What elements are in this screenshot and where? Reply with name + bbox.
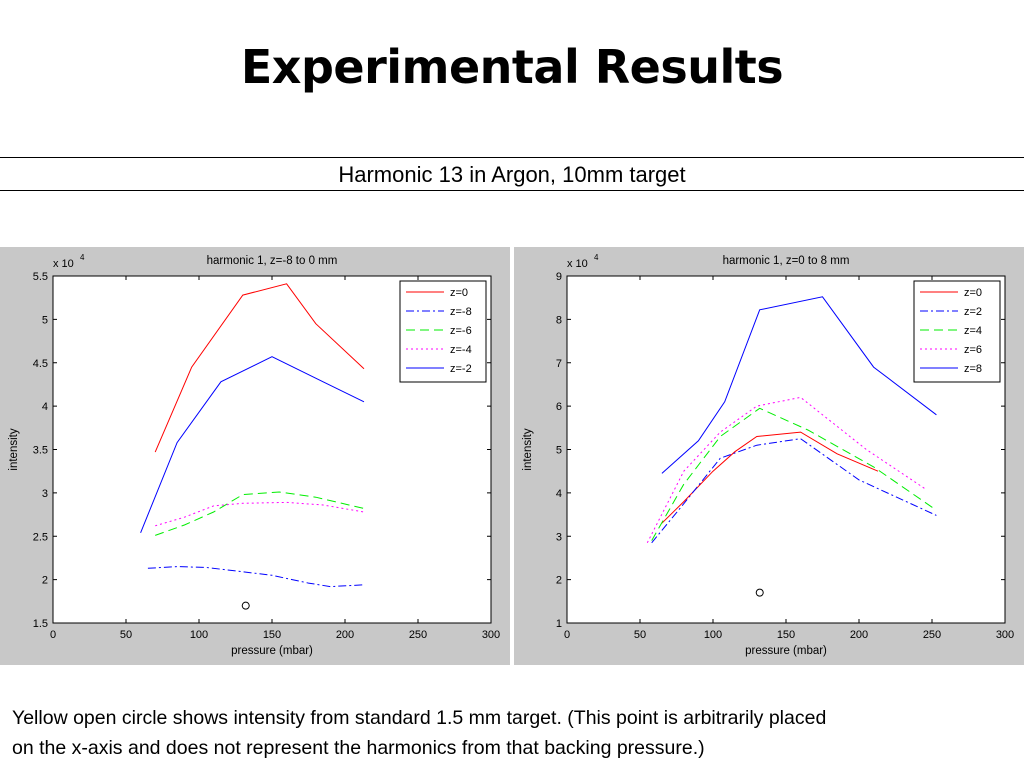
slide-subtitle: Harmonic 13 in Argon, 10mm target (338, 162, 686, 187)
chart-left-xtick-label: 250 (409, 629, 427, 641)
caption-line-1: Yellow open circle shows intensity from … (12, 707, 827, 729)
chart-right-ytick-label: 2 (556, 575, 562, 587)
subtitle-band (0, 157, 1024, 191)
chart-right-ytick-label: 3 (556, 531, 562, 543)
caption: Yellow open circle shows intensity from … (12, 703, 1012, 763)
chart-right-legend-label: z=4 (964, 325, 982, 337)
chart-right-xtick-label: 300 (996, 629, 1014, 641)
chart-right-legend-label: z=6 (964, 344, 982, 356)
chart-right-ytick-label: 5 (556, 445, 562, 457)
chart-left-xtick-label: 100 (190, 629, 208, 641)
chart-left: 0 50 100 150 200 250 300 1.5 2 2.5 3 3.5 4 4.5 5 5.5 har… (8, 253, 500, 657)
chart-right-ytick-label: 7 (556, 358, 562, 370)
chart-right-series-line-z=0 (661, 431, 879, 524)
chart-left-xtick-label: 50 (120, 629, 132, 641)
chart-right-ytick-label: 9 (556, 271, 562, 283)
chart-left-legend-label: z=-2 (450, 363, 472, 375)
chart-left-ytick-label: 5 (42, 314, 48, 326)
chart-right-ytick-label: 6 (556, 401, 562, 413)
chart-left-xlabel: pressure (mbar) (231, 645, 313, 657)
chart-right-legend (913, 280, 1001, 383)
chart-left-xtick-label: 200 (336, 629, 354, 641)
chart-left-legend-label: z=-6 (450, 325, 472, 337)
chart-left-series-line-z=-4 (155, 501, 365, 527)
chart-right-ytick-label: 8 (556, 314, 562, 326)
chart-right-ytick-label: 4 (556, 488, 562, 500)
chart-left-legend-label: z=-4 (450, 344, 472, 356)
chart-left-y-multiplier: x 10 (53, 258, 74, 270)
chart-right-series-line-z=2 (651, 438, 937, 544)
chart-left-ytick-label: 4.5 (33, 358, 48, 370)
chart-left-y-exponent: 4 (80, 253, 85, 262)
chart-left-xtick-label: 300 (482, 629, 500, 641)
chart-right-legend-label: z=8 (964, 363, 982, 375)
caption-line-2: on the x-axis and does not represent the… (12, 737, 705, 759)
chart-right-series-line-z=4 (651, 407, 937, 541)
chart-right-xtick-label: 50 (634, 629, 646, 641)
chart-right-y-exponent: 4 (594, 253, 599, 262)
chart-right-series-line-z=8 (661, 296, 937, 474)
chart-right-xtick-label: 150 (777, 629, 795, 641)
chart-left-ytick-label: 1.5 (33, 618, 48, 630)
chart-left-ytick-label: 4 (42, 401, 48, 413)
chart-right-xtick-label: 0 (564, 629, 570, 641)
figure-right: 0 50 100 150 200 250 300 1 2 3 4 5 6 7 8 9 harmonic 1, z… (514, 247, 1024, 665)
slide-title: Experimental Results (240, 40, 784, 94)
figure-left: 0 50 100 150 200 250 300 1.5 2 2.5 3 3.5 4 4.5 5 5.5 har… (0, 247, 510, 665)
chart-right-xlabel: pressure (mbar) (745, 645, 827, 657)
chart-right-title: harmonic 1, z=0 to 8 mm (723, 255, 850, 267)
chart-left-xtick-label: 0 (50, 629, 56, 641)
chart-right-reference-point (755, 588, 764, 597)
chart-left-series-line-z=-6 (155, 491, 365, 536)
chart-left-ytick-label: 2 (42, 575, 48, 587)
chart-left-xtick-label: 150 (263, 629, 281, 641)
chart-left-ytick-label: 3.5 (33, 445, 48, 457)
chart-right-y-multiplier: x 10 (567, 258, 588, 270)
chart-left-ytick-label: 5.5 (33, 271, 48, 283)
chart-right-legend-label: z=2 (964, 306, 982, 318)
chart-right-series-line-z=6 (646, 396, 925, 544)
chart-right-legend-label: z=0 (964, 287, 982, 299)
chart-left-ylabel: intensity (8, 428, 20, 470)
chart-right-xtick-label: 250 (923, 629, 941, 641)
chart-left-reference-point (241, 601, 250, 610)
chart-left-legend-label: z=-8 (450, 306, 472, 318)
chart-left-legend-label: z=0 (450, 287, 468, 299)
chart-right-ytick-label: 1 (556, 618, 562, 630)
chart-left-series-line-z=0 (154, 283, 365, 453)
chart-left-legend (399, 280, 487, 383)
chart-left-ytick-label: 2.5 (33, 531, 48, 543)
chart-right: 0 50 100 150 200 250 300 1 2 3 4 5 6 7 8 9 harmonic 1, z… (522, 253, 1014, 657)
chart-left-series-line-z=-2 (140, 356, 365, 533)
chart-left-series-line-z=-8 (147, 566, 365, 588)
chart-right-ylabel: intensity (522, 428, 534, 470)
chart-left-ytick-label: 3 (42, 488, 48, 500)
chart-right-xtick-label: 100 (704, 629, 722, 641)
chart-left-title: harmonic 1, z=-8 to 0 mm (207, 255, 338, 267)
chart-right-xtick-label: 200 (850, 629, 868, 641)
